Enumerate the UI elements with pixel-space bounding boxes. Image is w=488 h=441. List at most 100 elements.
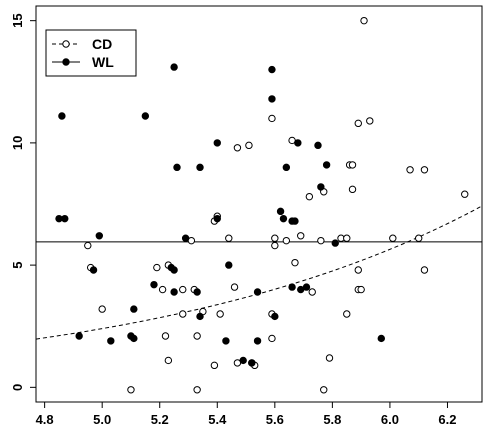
legend-box [45, 29, 137, 77]
point-wl [95, 232, 104, 240]
point-wl [239, 356, 247, 365]
point-cd [343, 310, 351, 318]
point-cd [389, 234, 397, 242]
legend-marker-cd [62, 40, 70, 48]
x-tick-label: 5.8 [323, 412, 341, 427]
point-cd [193, 386, 201, 394]
point-wl [170, 266, 178, 274]
point-cd [84, 241, 92, 250]
y-axis: 0 5 10 15 [10, 13, 36, 391]
point-cd [325, 354, 334, 362]
point-wl [170, 63, 178, 71]
point-wl [248, 359, 256, 367]
point-cd [348, 185, 357, 194]
point-wl [225, 261, 233, 269]
point-wl [196, 163, 204, 172]
point-cd [366, 117, 374, 125]
point-wl [170, 288, 178, 296]
point-wl [253, 288, 262, 296]
x-tick-label: 6.2 [438, 412, 456, 427]
point-cd [268, 114, 276, 123]
point-cd [406, 166, 414, 174]
point-cd [98, 305, 106, 313]
point-wl [271, 312, 279, 321]
point-cd [297, 232, 305, 240]
point-cd [271, 234, 279, 242]
legend: CD WL [45, 29, 137, 77]
point-cd [158, 285, 167, 294]
point-wl [222, 337, 230, 345]
point-cd [230, 283, 239, 291]
x-tick-label: 4.8 [36, 412, 54, 427]
point-cd [461, 190, 469, 198]
point-wl [268, 95, 276, 103]
fit-curves [35, 205, 483, 340]
point-cd [245, 141, 253, 150]
point-cd [320, 386, 328, 394]
point-wl [282, 163, 291, 172]
point-wl [196, 312, 204, 321]
point-wl [130, 305, 138, 313]
point-cd [193, 332, 201, 340]
point-wl [107, 337, 115, 345]
point-wl [377, 334, 385, 343]
point-wl [58, 112, 66, 120]
y-tick-label: 5 [10, 261, 25, 268]
point-wl [276, 207, 285, 216]
point-cd [271, 241, 279, 250]
point-cd [291, 258, 299, 267]
point-cd [282, 236, 291, 245]
point-wl [213, 139, 221, 147]
x-tick-label: 6.0 [381, 412, 399, 427]
y-tick-label: 0 [10, 384, 25, 391]
x-tick-label: 5.6 [266, 412, 284, 427]
point-wl [331, 239, 339, 247]
point-cd [343, 234, 351, 242]
point-cd [348, 161, 357, 169]
x-tick-label: 5.4 [208, 412, 227, 427]
point-wl [150, 280, 158, 289]
point-cd [420, 266, 429, 274]
point-wl [268, 65, 276, 74]
y-tick-label: 15 [10, 13, 25, 27]
point-cd [164, 356, 173, 365]
point-wl [130, 334, 138, 343]
point-wl [291, 217, 299, 225]
point-wl [173, 163, 181, 172]
point-wl [322, 161, 331, 169]
point-wl [253, 337, 262, 345]
point-cd [233, 144, 242, 152]
point-cd [420, 166, 429, 174]
point-wl [302, 283, 311, 291]
x-tick-label: 5.0 [93, 412, 111, 427]
point-cd [161, 332, 170, 340]
point-cd [268, 334, 276, 343]
point-cd [317, 236, 325, 245]
x-axis: 4.8 5.0 5.2 5.4 5.6 5.8 6.0 6.2 [36, 402, 457, 427]
plot-frame [35, 5, 483, 403]
point-cd [179, 310, 187, 318]
point-wl [193, 288, 201, 296]
point-cd [354, 119, 362, 128]
point-wl [317, 183, 325, 191]
point-wl [294, 139, 302, 147]
fit-curve-cd [35, 205, 483, 340]
point-cd [216, 310, 224, 318]
point-cd [305, 192, 314, 201]
y-tick-label: 10 [10, 136, 25, 150]
point-wl [213, 214, 221, 223]
point-wl [141, 112, 150, 120]
legend-label-cd: CD [92, 36, 112, 52]
point-wl [181, 234, 190, 242]
x-tick-label: 5.2 [151, 412, 169, 427]
point-wl [75, 332, 83, 340]
point-wl [279, 214, 288, 223]
point-wl [288, 283, 296, 291]
point-cd [357, 285, 365, 294]
point-cd [225, 234, 233, 242]
point-cd [153, 263, 161, 272]
data-points [55, 16, 469, 394]
legend-label-wl: WL [92, 54, 114, 70]
point-wl [314, 141, 322, 150]
